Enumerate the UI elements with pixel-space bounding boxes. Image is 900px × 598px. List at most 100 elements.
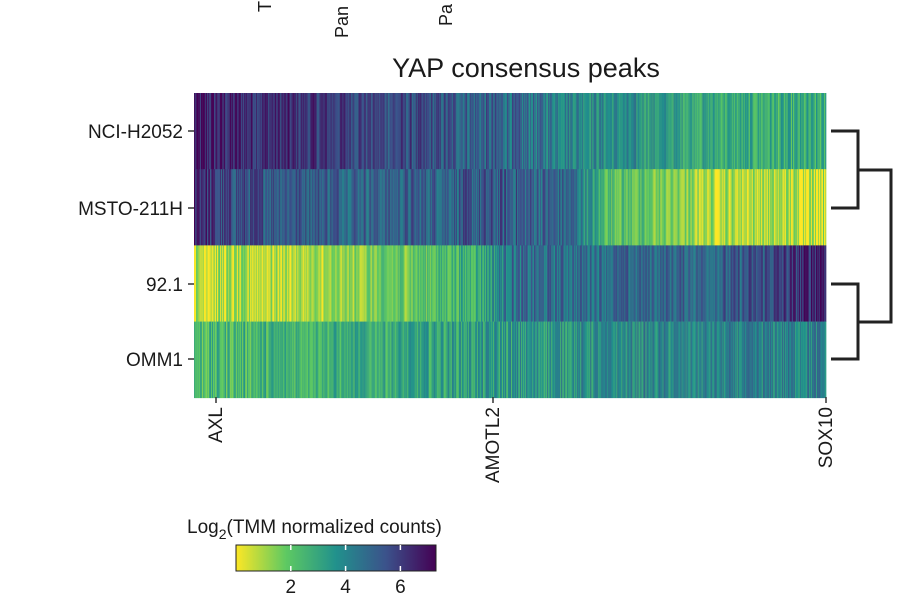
heatmap-cell — [619, 169, 621, 246]
heatmap-cell — [475, 93, 478, 170]
heatmap-cell — [403, 321, 406, 399]
heatmap-cell — [721, 169, 724, 246]
heatmap-cell — [768, 169, 771, 246]
heatmap-cell — [355, 93, 357, 170]
heatmap-cell — [243, 93, 245, 170]
heatmap-cell — [514, 321, 516, 399]
heatmap-cell — [503, 169, 506, 246]
heatmap-cell — [770, 245, 773, 322]
heatmap-cell — [597, 93, 599, 170]
heatmap-cell — [245, 169, 247, 246]
heatmap-cell — [731, 321, 734, 399]
heatmap-cell — [450, 169, 453, 246]
heatmap-cell — [262, 93, 264, 170]
heatmap-cell — [516, 169, 518, 246]
heatmap-cell — [553, 321, 555, 399]
heatmap-cell — [402, 245, 405, 322]
heatmap-cell — [766, 245, 769, 322]
heatmap-cell — [386, 93, 388, 170]
heatmap-cell — [737, 321, 740, 399]
heatmap-cell — [788, 169, 791, 246]
heatmap-cell — [407, 321, 410, 399]
heatmap-cell — [195, 169, 197, 246]
heatmap-cell — [587, 245, 589, 322]
heatmap-cell — [348, 169, 350, 246]
heatmap-cell — [267, 169, 269, 246]
heatmap-cell — [776, 245, 779, 322]
heatmap-cell — [753, 245, 756, 322]
heatmap-cell — [676, 245, 678, 322]
heatmap-cell — [772, 169, 775, 246]
heatmap-cell — [530, 169, 532, 246]
heatmap-cell — [579, 169, 581, 246]
heatmap-cell — [365, 93, 367, 170]
heatmap-cell — [806, 321, 809, 399]
heatmap-cell — [686, 93, 688, 170]
heatmap-cell — [760, 245, 763, 322]
heatmap-cell — [532, 169, 534, 246]
heatmap-cell — [343, 169, 345, 246]
heatmap-cell — [460, 245, 463, 322]
heatmap-cell — [609, 321, 611, 399]
heatmap-cell — [470, 169, 473, 246]
heatmap-cell — [349, 169, 351, 246]
heatmap-cell — [593, 245, 595, 322]
heatmap-cell — [583, 245, 585, 322]
heatmap-cell — [463, 169, 466, 246]
heatmap-cell — [755, 321, 758, 399]
heatmap-cell — [609, 93, 611, 170]
heatmap-cell — [489, 93, 492, 170]
heatmap-cell — [584, 245, 586, 322]
heatmap-cell — [561, 93, 563, 170]
heatmap-cell — [205, 321, 207, 399]
heatmap-cell — [259, 169, 261, 246]
heatmap-cell — [335, 169, 337, 246]
heatmap-cell — [349, 245, 351, 322]
heatmap-cell — [521, 321, 523, 399]
heatmap-cell — [369, 321, 371, 399]
heatmap-cell — [437, 245, 440, 322]
heatmap-cell — [329, 169, 331, 246]
heatmap-cell — [610, 169, 612, 246]
heatmap-cell — [542, 93, 544, 170]
heatmap-cell — [387, 245, 389, 322]
heatmap-cell — [381, 93, 383, 170]
heatmap-cell — [621, 245, 623, 322]
heatmap-cell — [360, 169, 362, 246]
heatmap-cell — [589, 245, 591, 322]
heatmap-cell — [556, 321, 558, 399]
heatmap-cell — [470, 245, 473, 322]
heatmap-cell — [283, 169, 285, 246]
heatmap-cell — [807, 169, 810, 246]
heatmap-cell — [528, 93, 530, 170]
heatmap-cell — [647, 321, 649, 399]
heatmap-cell — [504, 245, 507, 322]
heatmap-cell — [334, 321, 336, 399]
heatmap-cell — [603, 321, 605, 399]
heatmap-cell — [785, 169, 788, 246]
heatmap-cell — [715, 169, 717, 246]
heatmap-cell — [656, 93, 658, 170]
heatmap-cell — [229, 321, 231, 399]
heatmap-cell — [345, 93, 347, 170]
heatmap-cell — [609, 245, 611, 322]
heatmap-cell — [223, 169, 225, 246]
heatmap-cell — [388, 93, 390, 170]
heatmap-cell — [503, 93, 506, 170]
heatmap-cell — [264, 245, 266, 322]
heatmap-cell — [380, 321, 382, 399]
heatmap-cell — [208, 245, 210, 322]
heatmap-cell — [285, 93, 287, 170]
heatmap-cell — [402, 169, 405, 246]
heatmap-cell — [470, 93, 473, 170]
heatmap-cell — [424, 169, 427, 246]
heatmap-cell — [562, 93, 564, 170]
heatmap-cell — [610, 93, 612, 170]
heatmap-cell — [222, 245, 224, 322]
heatmap-cell — [246, 321, 248, 399]
heatmap-cell — [454, 245, 457, 322]
heatmap-cell — [744, 93, 747, 170]
heatmap-cell — [261, 93, 263, 170]
heatmap-cell — [418, 245, 421, 322]
heatmap-cell — [286, 321, 288, 399]
